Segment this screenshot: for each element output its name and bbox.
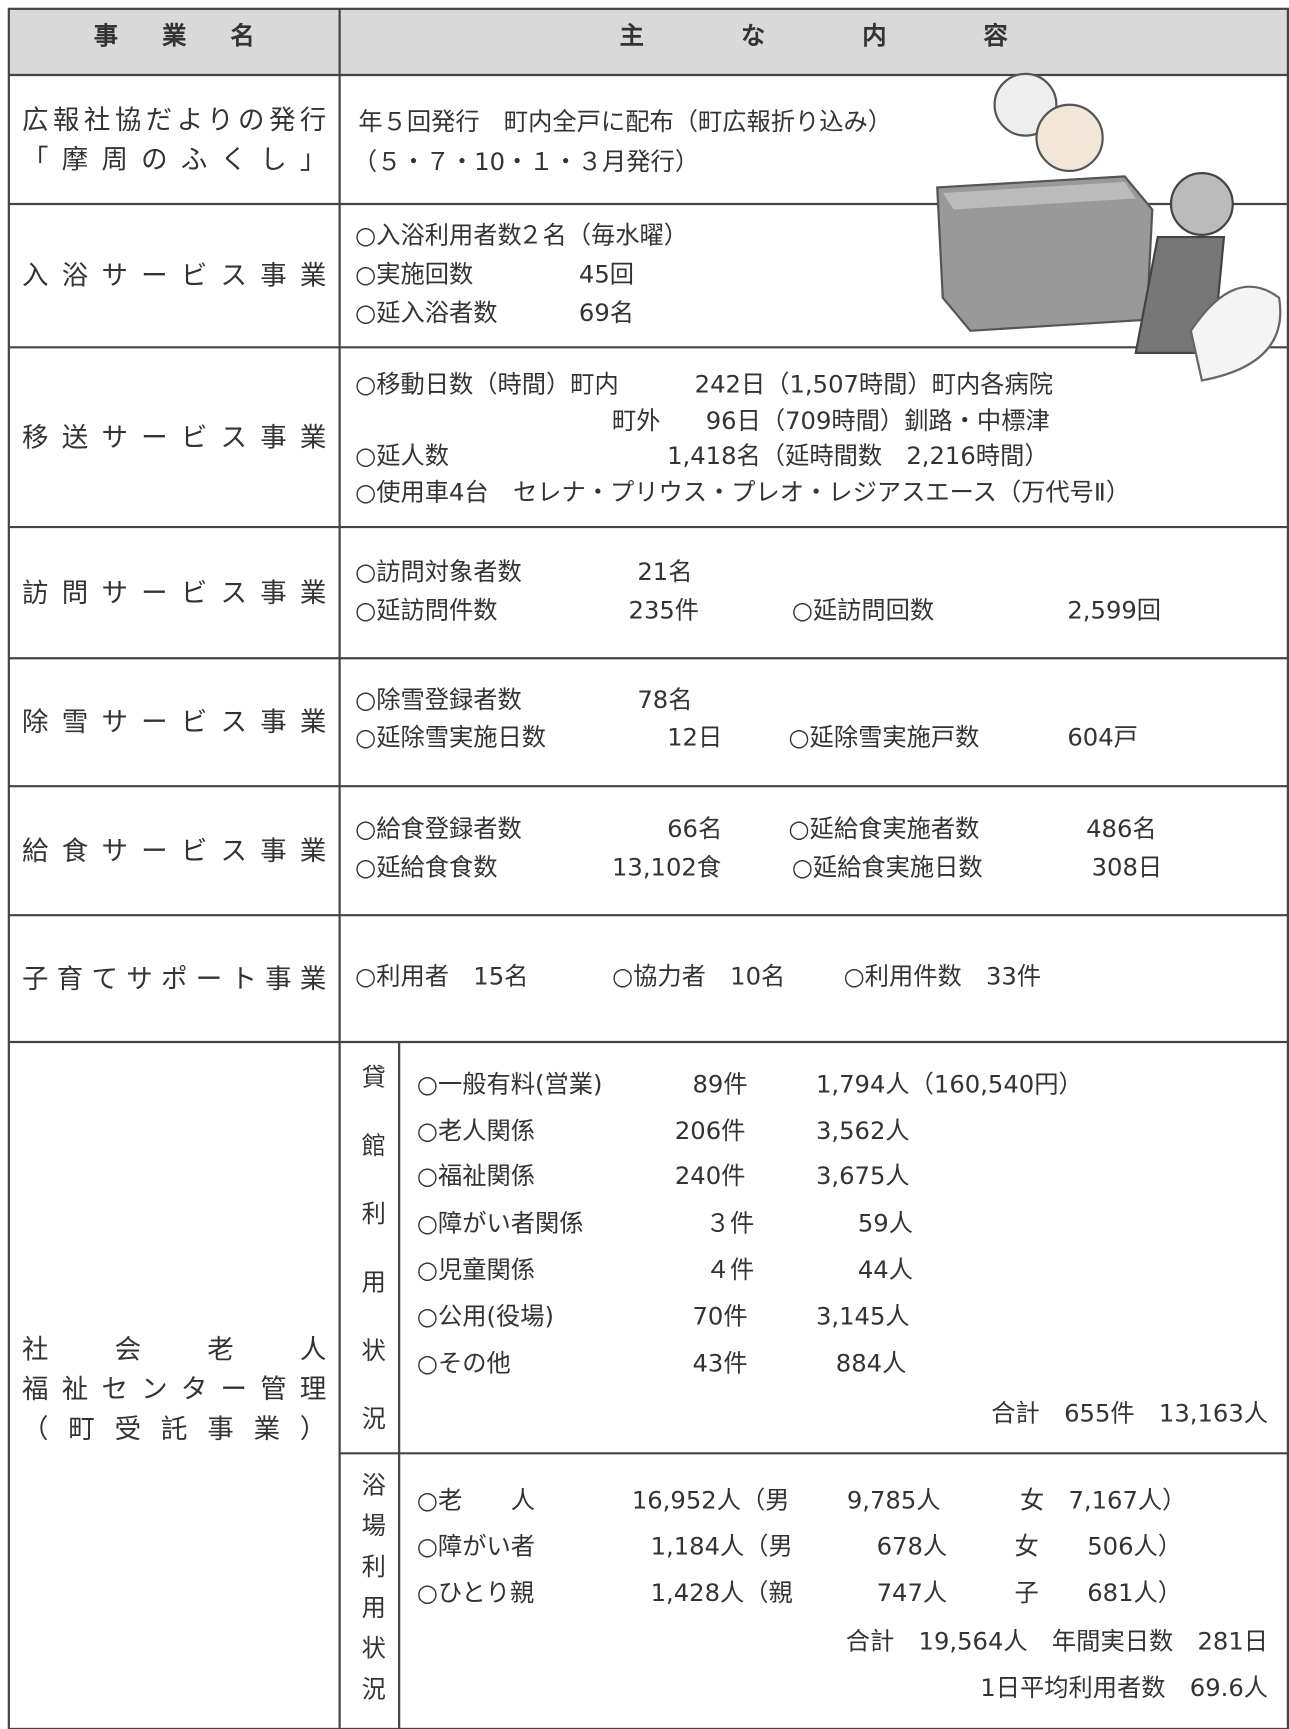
content-text: ○延訪問回数 bbox=[791, 597, 935, 626]
content-text: 2,599回 bbox=[1067, 597, 1162, 626]
header-content: 主な内容 bbox=[619, 23, 1105, 51]
content-text: 16,952人（男 bbox=[631, 1487, 790, 1516]
content-text: 合計 19,564人 年間実日数 281日 bbox=[845, 1628, 1269, 1657]
content-text: 町外 bbox=[611, 407, 661, 436]
content-text: 66名 bbox=[667, 815, 723, 844]
content-text: ○実施回数 bbox=[355, 261, 474, 289]
row-name: 「摩周のふくし」 bbox=[22, 143, 327, 175]
content-text: 78名 bbox=[637, 686, 693, 715]
content-text: 242日（1,507時間）町内各病院 bbox=[694, 371, 1054, 400]
content-text: ○延給食実施者数 bbox=[788, 815, 980, 844]
content-text: 3,562人 bbox=[815, 1118, 910, 1146]
content-text: ○一般有料(営業) bbox=[416, 1071, 603, 1100]
content-text: 235件 bbox=[628, 597, 700, 626]
content-text: ○利用者 15名 bbox=[355, 963, 529, 992]
row-name: 移送サービス事業 bbox=[22, 421, 327, 453]
row-name: 入浴サービス事業 bbox=[22, 260, 327, 292]
content-text: ○移動日数（時間）町内 bbox=[355, 371, 619, 400]
content-text: 747人 bbox=[876, 1580, 948, 1608]
content-text: ○使用車4台 セレナ・プリウス・プレオ・レジアスエース（万代号Ⅱ） bbox=[355, 479, 1131, 508]
content-text: 子 681人） bbox=[1014, 1580, 1183, 1608]
content-text: ○その他 bbox=[416, 1350, 511, 1379]
row-name: 広報社協だよりの発行 bbox=[22, 104, 327, 136]
content-text: ○協力者 10名 bbox=[611, 963, 786, 992]
section-label: 浴場利用状況 bbox=[357, 1472, 385, 1717]
content-text: 308日 bbox=[1091, 854, 1163, 883]
content-text: 604戸 bbox=[1067, 724, 1138, 753]
content-text: ○延人数 bbox=[355, 443, 450, 471]
content-text: ○障がい者関係 bbox=[416, 1210, 584, 1239]
content-text: 70件 bbox=[692, 1303, 748, 1331]
content-text: ○障がい者 bbox=[416, 1533, 536, 1562]
content-text: （５・７・10・１・３月発行） bbox=[352, 148, 700, 177]
content-text: 合計 655件 13,163人 bbox=[991, 1400, 1269, 1428]
content-text: 1,184人（男 bbox=[650, 1533, 793, 1562]
row-name: 訪問サービス事業 bbox=[22, 577, 327, 609]
content-text: ○延除雪実施戸数 bbox=[788, 724, 980, 753]
content-text: ○訪問対象者数 bbox=[355, 559, 522, 587]
content-text: ○延給食実施日数 bbox=[791, 854, 983, 883]
content-text: 年５回発行 町内全戸に配布（町広報折り込み） bbox=[358, 109, 893, 137]
illustration bbox=[936, 72, 1282, 382]
content-text: 96日（709時間）釧路・中標津 bbox=[705, 407, 1050, 436]
content-text: 89件 bbox=[692, 1071, 748, 1100]
content-text: 43件 bbox=[692, 1350, 748, 1379]
content-text: ○延入浴者数 bbox=[355, 299, 498, 328]
row-name: 社 会 老 人 bbox=[22, 1334, 327, 1366]
content-text: 女 7,167人） bbox=[1019, 1487, 1187, 1516]
content-text: 240件 bbox=[674, 1163, 746, 1191]
content-text: 13,102食 bbox=[611, 854, 722, 883]
content-text: 884人 bbox=[835, 1350, 907, 1379]
content-text: 9,785人 bbox=[846, 1487, 941, 1516]
content-text: ○ひとり親 bbox=[416, 1580, 535, 1608]
content-text: 女 506人） bbox=[1014, 1533, 1183, 1562]
content-text: ４件 bbox=[705, 1257, 755, 1285]
content-text: 59人 bbox=[857, 1210, 913, 1239]
content-text: 3,145人 bbox=[815, 1303, 910, 1331]
row-name: 子育てサポート事業 bbox=[22, 963, 327, 995]
content-text: ○児童関係 bbox=[416, 1257, 536, 1285]
row-name: 給食サービス事業 bbox=[22, 835, 327, 867]
content-text: 1,418名（延時間数 2,216時間） bbox=[667, 443, 1049, 471]
row-name: 福祉センター管理 bbox=[22, 1373, 327, 1405]
content-text: ○除雪登録者数 bbox=[355, 686, 522, 715]
row-name: 除雪サービス事業 bbox=[22, 706, 327, 738]
content-text: ○入浴利用者数 bbox=[355, 222, 522, 251]
content-text: ○延給食食数 bbox=[355, 854, 498, 883]
content-text: ○延除雪実施日数 bbox=[355, 724, 547, 753]
content-text: 678人 bbox=[876, 1533, 948, 1562]
content-text: 1,794人（160,540円） bbox=[815, 1071, 1083, 1100]
content-text: ○延訪問件数 bbox=[355, 597, 498, 626]
content-text: ○老人関係 bbox=[416, 1118, 536, 1146]
content-text: 69名 bbox=[578, 299, 635, 328]
content-text: 1日平均利用者数 69.6人 bbox=[980, 1674, 1269, 1703]
content-text: 21名 bbox=[637, 559, 693, 587]
content-text: ２名（毎水曜） bbox=[518, 222, 689, 251]
section-label: 貸館利用状況 bbox=[357, 1064, 385, 1475]
content-text: 486名 bbox=[1086, 815, 1157, 844]
content-text: 206件 bbox=[674, 1118, 746, 1146]
content-text: 45回 bbox=[578, 261, 635, 289]
content-text: 3,675人 bbox=[815, 1163, 910, 1191]
row-name: （町受託事業） bbox=[22, 1413, 327, 1445]
content-text: ○公用(役場) bbox=[416, 1303, 554, 1331]
content-text: 1,428人（親 bbox=[650, 1580, 793, 1608]
content-text: 12日 bbox=[667, 724, 723, 753]
content-text: ○利用件数 33件 bbox=[843, 963, 1042, 992]
content-text: ３件 bbox=[705, 1210, 755, 1239]
content-text: ○給食登録者数 bbox=[355, 815, 522, 844]
header-name: 事業名 bbox=[93, 23, 299, 51]
content-text: ○福祉関係 bbox=[416, 1163, 536, 1191]
content-text: ○老 人 bbox=[416, 1487, 536, 1516]
content-text: 44人 bbox=[857, 1257, 913, 1285]
